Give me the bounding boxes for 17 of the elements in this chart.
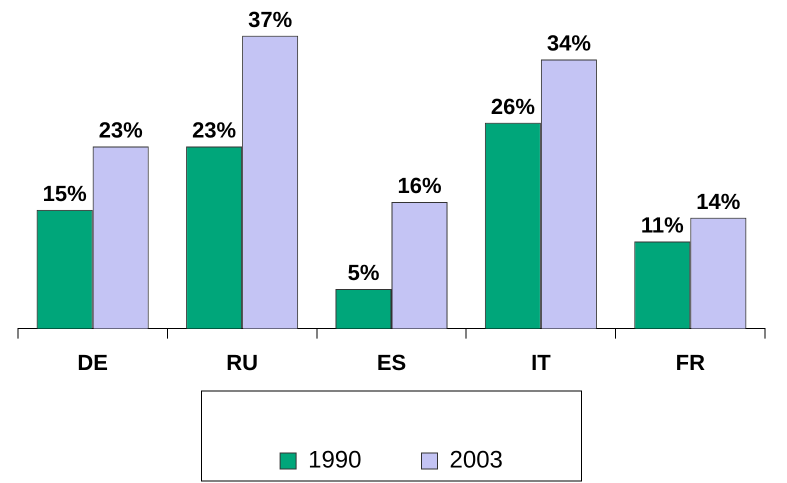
data-label: 11% — [640, 212, 684, 238]
x-tick-label: DE — [77, 350, 108, 375]
data-label: 26% — [490, 94, 535, 119]
data-label: 37% — [248, 6, 292, 32]
x-tick-label: IT — [531, 350, 552, 375]
legend-label: 1990 — [308, 446, 362, 474]
legend-label: 2003 — [450, 446, 503, 474]
data-label: 23% — [98, 118, 143, 143]
data-label: 14% — [696, 188, 740, 214]
data-label: 16% — [397, 173, 442, 198]
x-tick-label: FR — [676, 350, 706, 375]
data-label: 15% — [42, 180, 87, 206]
data-label: 34% — [546, 30, 591, 56]
data-label: 5% — [348, 260, 380, 286]
data-label: 23% — [192, 118, 236, 143]
x-tick-label: RU — [226, 350, 258, 375]
x-tick-label: ES — [376, 350, 406, 375]
